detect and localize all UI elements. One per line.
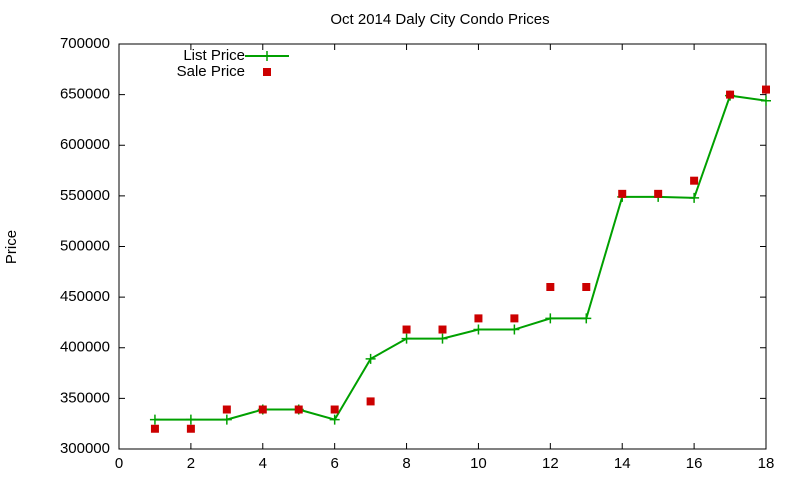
y-tick-label: 550000 (60, 187, 110, 204)
point-marker (186, 424, 195, 433)
point-marker (726, 90, 735, 99)
plot-frame (118, 43, 767, 450)
legend-marker (263, 68, 271, 76)
x-tick-label: 8 (402, 455, 410, 472)
point-marker (690, 176, 699, 185)
x-tick-label: 10 (470, 455, 487, 472)
legend-label: Sale Price (177, 63, 245, 80)
point-marker (618, 189, 627, 198)
point-marker (761, 95, 771, 106)
y-tick-label: 500000 (60, 237, 110, 254)
point-marker (473, 324, 484, 335)
y-tick-label: 350000 (60, 389, 110, 406)
point-marker (582, 283, 591, 291)
x-tick-label: 18 (758, 455, 775, 472)
x-tick-label: 12 (542, 455, 559, 472)
point-marker (581, 313, 592, 324)
x-tick-label: 0 (115, 455, 123, 472)
y-tick-label: 300000 (60, 440, 110, 457)
y-tick-label: 650000 (60, 86, 110, 103)
point-marker (366, 397, 375, 406)
point-marker (474, 314, 483, 323)
x-tick-label: 16 (686, 455, 703, 472)
point-marker (222, 405, 231, 414)
point-marker (258, 405, 267, 414)
y-tick-label: 450000 (60, 288, 110, 305)
point-marker (365, 353, 376, 364)
series-line (154, 94, 767, 421)
point-marker (689, 192, 700, 203)
point-marker (402, 325, 411, 334)
x-tick-label: 14 (614, 455, 631, 472)
point-marker (294, 405, 303, 414)
point-marker (330, 405, 339, 414)
legend-marker (262, 51, 272, 61)
point-marker (438, 325, 447, 334)
point-marker (150, 424, 159, 433)
y-axis-label: Price (3, 230, 20, 264)
x-tick-label: 6 (330, 455, 338, 472)
x-tick-label: 4 (259, 455, 267, 472)
point-marker (546, 283, 555, 291)
point-marker (510, 314, 519, 323)
point-marker (329, 414, 340, 425)
point-marker (762, 85, 770, 94)
point-marker (509, 324, 520, 335)
y-tick-label: 600000 (60, 136, 110, 153)
y-tick-label: 400000 (60, 339, 110, 356)
chart-title: Oct 2014 Daly City Condo Prices (330, 11, 549, 28)
x-tick-label: 2 (187, 455, 195, 472)
point-marker (149, 414, 160, 425)
y-tick-label: 700000 (60, 35, 110, 52)
point-marker (654, 189, 663, 198)
point-marker (185, 414, 196, 425)
legend-label: List Price (183, 47, 245, 64)
point-marker (545, 313, 556, 324)
point-marker (401, 333, 412, 344)
point-marker (437, 333, 448, 344)
point-marker (221, 414, 232, 425)
